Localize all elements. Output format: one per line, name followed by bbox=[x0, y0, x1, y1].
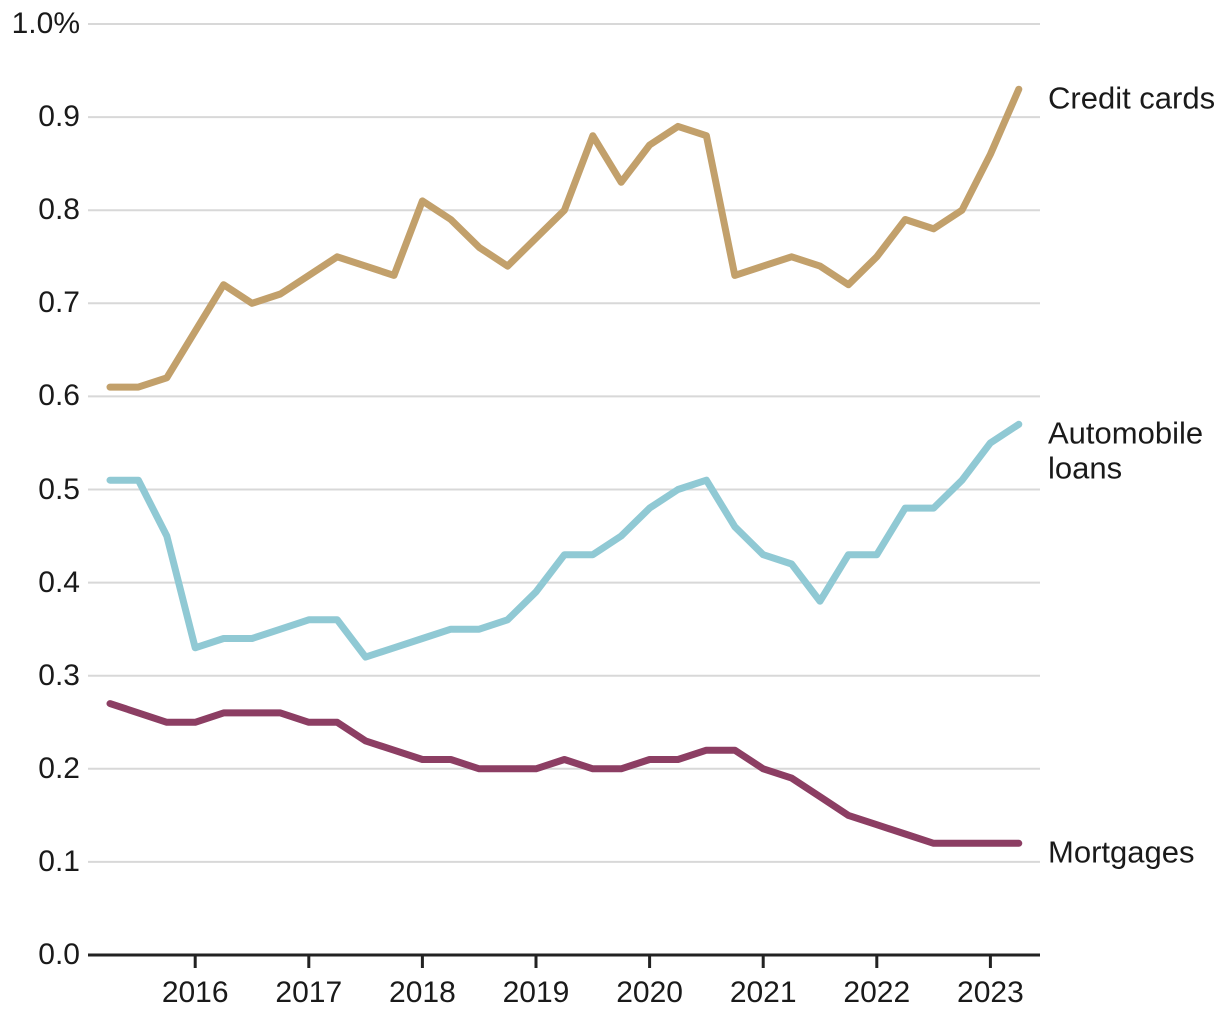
y-axis-tick-label: 0.8 bbox=[38, 193, 80, 227]
x-axis-tick-label: 2018 bbox=[389, 976, 456, 1009]
series-label-automobile-loans: loans bbox=[1048, 450, 1123, 486]
x-axis-tick-label: 2022 bbox=[843, 976, 911, 1009]
y-axis-tick-label: 0.5 bbox=[38, 472, 80, 506]
x-axis-tick-label: 2017 bbox=[275, 976, 343, 1009]
y-axis-tick-label: 0.6 bbox=[38, 379, 80, 413]
y-axis-tick-label: 0.0 bbox=[38, 938, 80, 971]
x-axis-tick-label: 2016 bbox=[161, 976, 229, 1009]
y-axis-tick-label: 0.2 bbox=[38, 751, 80, 785]
y-axis-tick-label: 0.3 bbox=[38, 658, 80, 692]
series-label-automobile-loans: Automobile bbox=[1048, 415, 1204, 451]
x-axis-tick-label: 2019 bbox=[502, 976, 570, 1009]
x-axis-tick-label: 2021 bbox=[729, 976, 797, 1009]
y-axis-tick-label: 0.4 bbox=[38, 565, 80, 599]
x-axis-tick-label: 2023 bbox=[957, 976, 1024, 1009]
series-label-credit-cards: Credit cards bbox=[1048, 80, 1216, 116]
y-axis-tick-label: 0.7 bbox=[38, 286, 80, 320]
x-axis-tick-label: 2020 bbox=[616, 976, 683, 1009]
series-line-mortgages bbox=[106, 700, 1023, 847]
y-axis-tick-label: 0.1 bbox=[38, 844, 80, 878]
series-label-mortgages: Mortgages bbox=[1048, 834, 1195, 870]
series-line-credit-cards bbox=[106, 85, 1023, 391]
y-axis-tick-label: 1.0% bbox=[11, 7, 80, 40]
series-line-automobile-loans bbox=[106, 420, 1023, 661]
y-axis-tick-label: 0.9 bbox=[38, 100, 80, 134]
